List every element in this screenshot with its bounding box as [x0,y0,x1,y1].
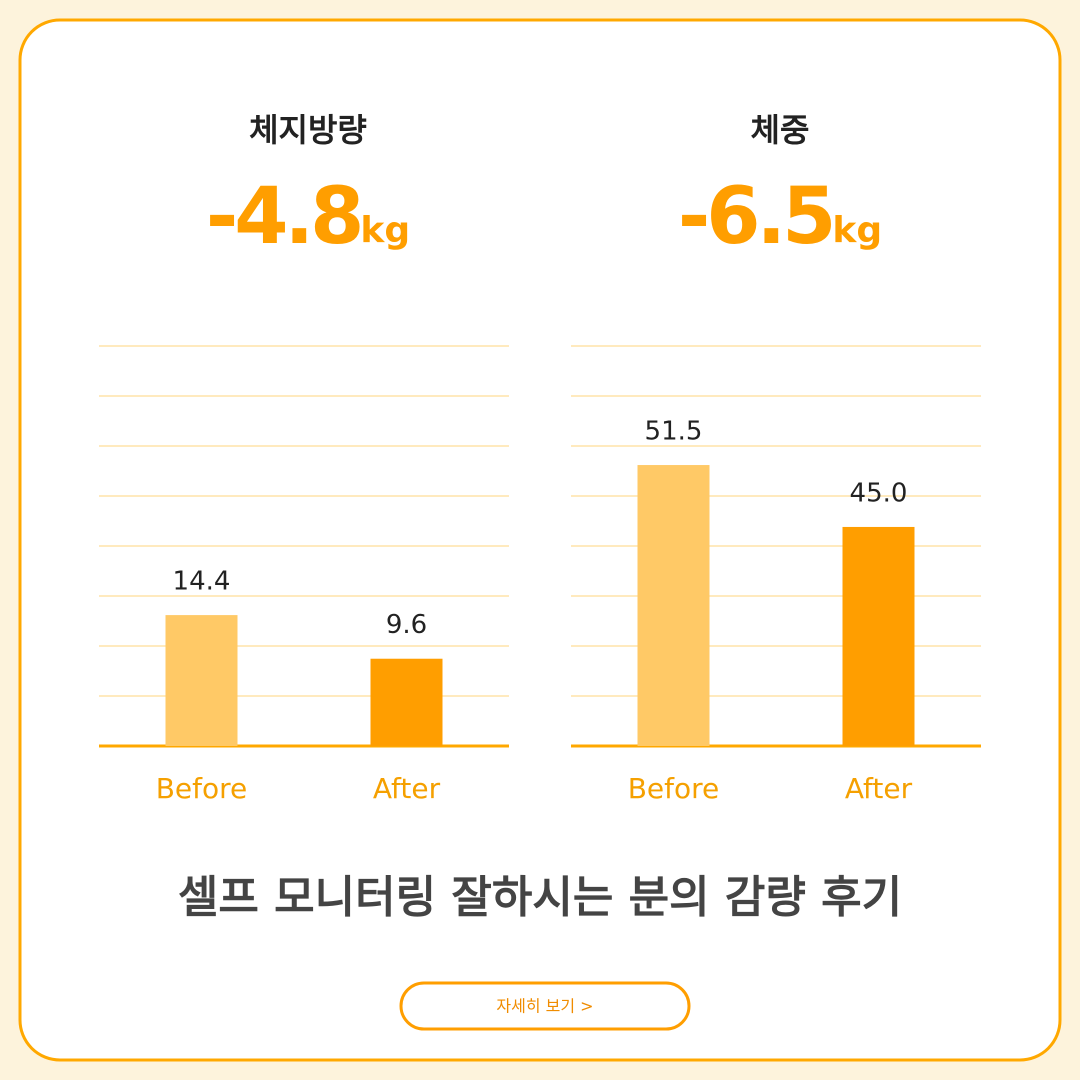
card [18,18,1062,1062]
bar [165,615,238,746]
bar [370,658,443,746]
change-unit: kg [832,210,882,251]
chart-title: 체지방량 [249,111,367,149]
more-button[interactable] [399,981,691,1031]
value-label: 45.0 [850,478,908,508]
change-value: -6.5kg [678,172,882,262]
change-unit: kg [360,210,410,251]
bar [637,465,710,746]
category-label: Before [156,772,248,805]
value-label: 9.6 [386,610,427,640]
chart-title: 체중 [751,111,810,149]
more-button-label[interactable]: 자세히 보기 > [496,997,593,1016]
change-number: -6.5 [678,172,833,262]
headline: 셀프 모니터링 잘하시는 분의 감량 후기 [178,872,902,923]
change-number: -4.8 [206,172,361,262]
change-value: -4.8kg [206,172,410,262]
category-label: After [845,772,913,805]
category-label: After [373,772,441,805]
category-label: Before [628,772,720,805]
value-label: 51.5 [645,417,703,447]
value-label: 14.4 [173,567,231,597]
bar [842,526,915,746]
